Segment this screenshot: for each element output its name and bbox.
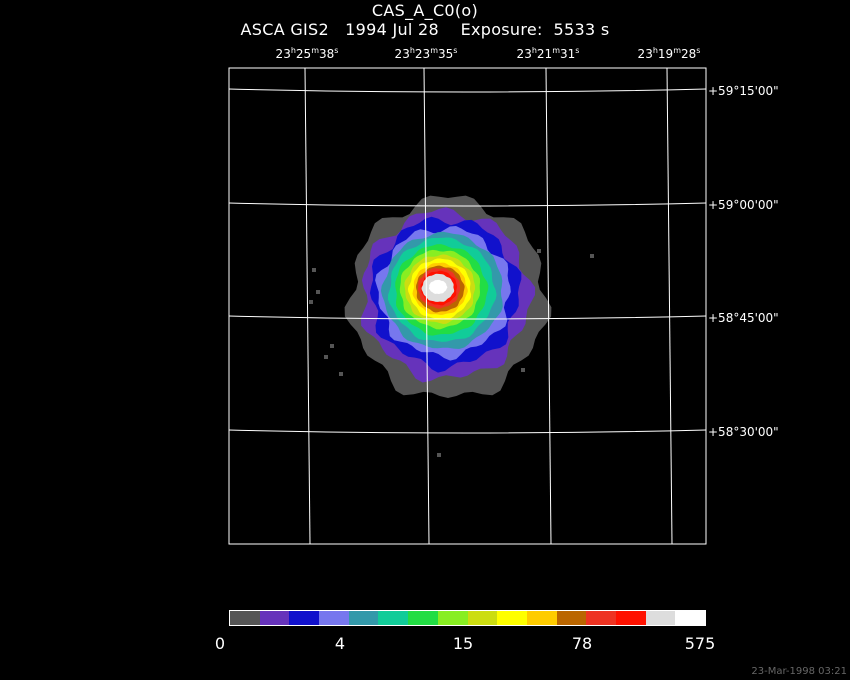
noise-pixel: [316, 290, 320, 294]
colorbar-swatch: [319, 611, 349, 625]
plot-frame: [228, 67, 707, 545]
noise-pixel: [521, 368, 525, 372]
colorbar-label: 575: [684, 634, 716, 653]
colorbar-swatch: [378, 611, 409, 625]
colorbar-swatch: [467, 611, 498, 625]
ra-grid-line: [545, 67, 552, 545]
exposure-value: 5533 s: [553, 20, 610, 39]
colorbar-label: 78: [571, 634, 593, 653]
colorbar-swatch: [437, 611, 468, 625]
ra-grid-line: [666, 67, 673, 545]
dec-grid-line: [228, 315, 707, 320]
dec-tick-label: +58°45'00": [708, 311, 779, 325]
dec-tick-label: +59°00'00": [708, 198, 779, 212]
colorbar-swatch: [586, 611, 616, 625]
ra-tick-label: 23h19m28s: [637, 46, 701, 61]
colorbar-swatch: [348, 611, 379, 625]
dec-grid-line: [228, 202, 707, 207]
colorbar-label: 4: [334, 634, 346, 653]
dec-tick-label: +58°30'00": [708, 425, 779, 439]
instrument-label: ASCA GIS2: [240, 20, 329, 39]
plot-subtitle: ASCA GIS2 1994 Jul 28 Exposure: 5533 s: [0, 20, 850, 39]
noise-pixel: [339, 372, 343, 376]
colorbar-swatch: [645, 611, 676, 625]
noise-pixel: [437, 453, 441, 457]
ra-tick-label: 23h21m31s: [516, 46, 580, 61]
noise-pixel: [312, 268, 316, 272]
colorbar-swatch: [408, 611, 438, 625]
colorbar: [229, 610, 706, 626]
source-contour: [428, 279, 448, 294]
colorbar-swatch: [259, 611, 290, 625]
timestamp: 23-Mar-1998 03:21: [751, 666, 847, 677]
colorbar-swatch: [526, 611, 557, 625]
ra-grid-line: [423, 67, 430, 545]
noise-pixel: [537, 249, 541, 253]
colorbar-swatch: [497, 611, 527, 625]
colorbar-label: 15: [452, 634, 474, 653]
dec-tick-label: +59°15'00": [708, 84, 779, 98]
noise-pixel: [324, 355, 328, 359]
plot-title: CAS_A_C0(o): [371, 1, 479, 20]
ra-tick-label: 23h25m38s: [275, 46, 339, 61]
noise-pixel: [330, 344, 334, 348]
exposure-label: Exposure:: [460, 20, 543, 39]
dec-grid-line: [228, 429, 707, 434]
dec-grid-line: [228, 88, 707, 93]
noise-pixel: [309, 300, 313, 304]
colorbar-swatch: [615, 611, 646, 625]
ra-tick-label: 23h23m35s: [394, 46, 458, 61]
colorbar-label: 0: [214, 634, 226, 653]
colorbar-swatch: [675, 611, 705, 625]
observation-date: 1994 Jul 28: [345, 20, 440, 39]
colorbar-swatch: [230, 611, 260, 625]
colorbar-swatch: [556, 611, 587, 625]
colorbar-swatch: [289, 611, 320, 625]
ra-grid-line: [304, 67, 311, 545]
noise-pixel: [590, 254, 594, 258]
